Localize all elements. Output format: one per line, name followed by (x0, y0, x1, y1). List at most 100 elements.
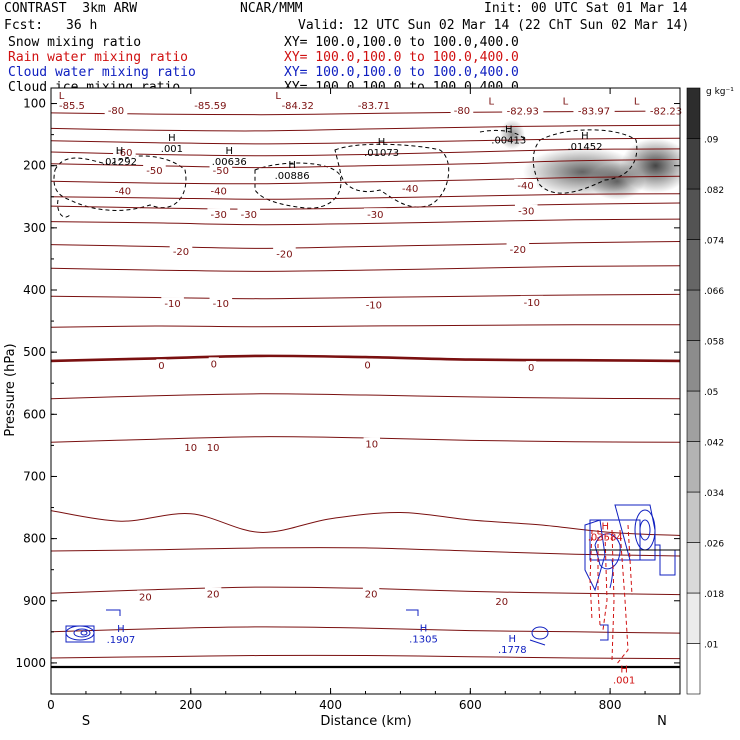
extremum-value: .00886 (275, 171, 310, 182)
contour-label-bg (362, 358, 373, 370)
colorbar: .01 .018 .026 .034 .042 .05 .058 .066 .074 .082 .0… (686, 87, 724, 695)
colorbar-label: .066 (704, 287, 724, 297)
contour-label-bg (363, 437, 380, 449)
isotherm-line (51, 124, 680, 132)
contour-label: 0 (528, 363, 534, 374)
isotherm-line (51, 137, 680, 145)
extremum-value: .01452 (567, 142, 602, 153)
contour-label-bg (273, 88, 284, 100)
extremum-marker: H (225, 146, 233, 157)
extremum-marker: H (168, 133, 176, 144)
x-tick-label: 600 (459, 698, 482, 712)
isotherm-line (51, 265, 680, 272)
rain-contour (627, 524, 633, 596)
contour-label-bg (560, 94, 571, 106)
contour-label: -20 (173, 247, 189, 258)
rain-water-contours (589, 524, 633, 666)
cloud-water-contour (406, 609, 419, 616)
cloud-water-contour (106, 609, 121, 616)
field-xy-snow: XY= 100.0,100.0 to 100.0,400.0 (284, 35, 519, 50)
ice-contour (479, 129, 526, 141)
contour-label: -10 (164, 299, 180, 310)
contour-label-bg (486, 94, 497, 106)
field-name-rain: Rain water mixing ratio (8, 50, 189, 65)
contour-label-bg (209, 164, 233, 176)
rain-contour (589, 529, 593, 621)
y-axis-label: Pressure (hPa) (3, 343, 18, 436)
contour-label-bg (143, 164, 166, 176)
contour-label: 0 (364, 361, 370, 372)
contour-label: 0 (158, 361, 164, 372)
cloud-water-contour (609, 559, 614, 589)
isotherm-line (51, 175, 680, 185)
contour-label-bg (273, 247, 296, 259)
contour-label-bg (514, 204, 538, 216)
y-tick-label: 1000 (15, 656, 46, 670)
cloud-water-contour (531, 626, 549, 640)
extremum-value: .001 (613, 675, 635, 686)
contour-label-bg (573, 104, 615, 116)
y-tick-label: 500 (23, 345, 46, 359)
contour-label: -30 (241, 210, 257, 221)
extremum-value: .1305 (409, 634, 438, 645)
contour-label: -83.71 (358, 101, 390, 112)
contour-label: 20 (207, 589, 220, 600)
contour-label: 10 (365, 440, 378, 451)
contour-label: 20 (495, 597, 508, 608)
contour-label: 10 (207, 443, 220, 454)
contour-label-bg (631, 94, 642, 106)
isotherm-line (51, 393, 680, 400)
y-tick-label: 900 (23, 594, 46, 608)
contour-label: -84.32 (282, 101, 314, 112)
contour-label: L (59, 91, 65, 102)
contour-label-bg (277, 98, 319, 110)
colorbar-label: .01 (704, 641, 718, 651)
contour-label-bg (353, 98, 395, 110)
ice-contour (254, 162, 342, 209)
field-xy-rain: XY= 100.0,100.0 to 100.0,400.0 (284, 50, 519, 65)
contour-label-bg (204, 441, 222, 453)
x-tick-label: 800 (599, 698, 622, 712)
y-tick-label: 300 (23, 221, 46, 235)
contour-label: -85.5 (59, 101, 85, 112)
cloud-water-contours (65, 504, 676, 646)
y-tick-label: 200 (23, 159, 46, 173)
contour-label: -40 (211, 187, 227, 198)
contour-label-bg (137, 590, 154, 602)
contour-label: -10 (366, 300, 382, 311)
extremum-value: .00413 (491, 135, 526, 146)
contour-label: -30 (367, 210, 383, 221)
isotherm-line (51, 218, 680, 226)
forecast-hours: 36 h (66, 18, 98, 33)
isotherm-line (51, 354, 680, 363)
extremum-value: .03584 (588, 533, 623, 544)
contour-label-bg (111, 184, 135, 196)
extremum-marker: H (620, 664, 628, 675)
colorbar-segment (686, 491, 701, 543)
x-axis-label: Distance (km) (320, 714, 411, 729)
y-tick-label: 700 (23, 469, 46, 483)
extremum-value: .01073 (364, 148, 399, 159)
contour-label-bg (362, 587, 380, 599)
rain-contour (597, 530, 601, 626)
contour-label: L (563, 96, 569, 107)
extremum-marker: H (581, 131, 589, 142)
contour-label-bg (526, 361, 537, 373)
extremum-value: .1778 (498, 645, 527, 656)
contour-label-bg (645, 104, 687, 116)
colorbar-label: .026 (704, 540, 724, 550)
contour-label-bg (398, 182, 422, 194)
contour-label-bg (493, 594, 510, 606)
contour-label-bg (207, 184, 231, 196)
extremum-marker: H (117, 624, 125, 635)
x-tick-label: 400 (319, 698, 342, 712)
extremum-marker: H (116, 146, 124, 157)
rain-contour (615, 529, 629, 666)
contour-label-bg (237, 208, 261, 220)
y-tick-label: 600 (23, 407, 46, 421)
extremum-value: .00636 (212, 157, 247, 168)
colorbar-label: .018 (704, 590, 724, 600)
colorbar-label: .082 (704, 186, 724, 196)
